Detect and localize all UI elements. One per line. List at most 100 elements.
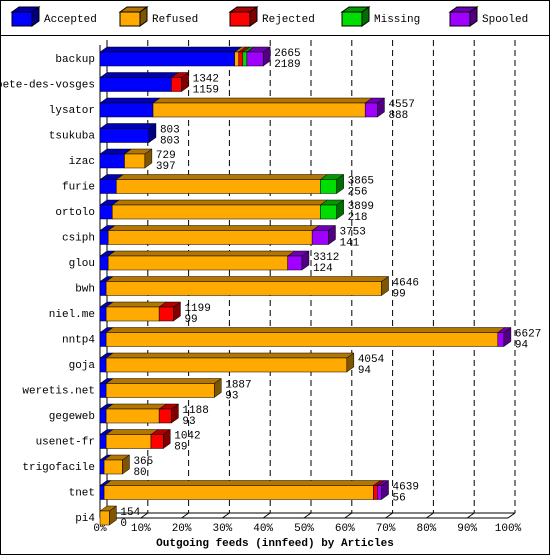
bar-top: [105, 301, 167, 308]
total-label: 1042: [174, 430, 200, 442]
bar-segment: [99, 204, 113, 220]
y-tick-label: goja: [69, 360, 96, 372]
accepted-label: 93: [182, 416, 195, 428]
bar-segment: [99, 179, 117, 194]
accepted-label: 99: [184, 314, 197, 326]
bar-segment: [238, 51, 244, 67]
accepted-label: 99: [393, 288, 406, 300]
x-tick-label: 40%: [253, 523, 273, 535]
total-label: 365: [133, 456, 153, 468]
x-tick: [385, 512, 393, 519]
accepted-label: 0: [120, 518, 127, 530]
bar-segment: [234, 51, 239, 67]
accepted-label: 124: [313, 263, 333, 275]
accepted-label: 397: [156, 161, 176, 173]
accepted-label: 89: [174, 441, 187, 453]
bar-segment: [99, 281, 107, 296]
bar-side: [181, 72, 189, 92]
x-tick-label: 30%: [212, 523, 232, 535]
bar-segment: [150, 434, 164, 449]
bar-side: [148, 123, 157, 143]
total-label: 3753: [339, 226, 365, 238]
total-label: 2665: [274, 48, 300, 60]
bar-top: [105, 378, 223, 384]
legend-label: Accepted: [44, 14, 97, 26]
bar-segment: [373, 485, 378, 500]
bar-side: [122, 454, 130, 475]
total-label: 3899: [348, 201, 374, 213]
bar-side: [336, 174, 344, 194]
total-label: 803: [160, 124, 180, 136]
y-tick-label: csiph: [62, 232, 95, 244]
bar-side: [262, 46, 271, 67]
accepted-label: 256: [348, 186, 368, 198]
y-tick-label: backup: [55, 54, 95, 66]
bar-segment: [99, 51, 235, 67]
bar-segment: [107, 230, 313, 245]
x-tick-label: 20%: [172, 523, 192, 535]
accepted-label: 80: [133, 467, 146, 479]
bar-top: [105, 276, 390, 282]
bar-segment: [99, 230, 109, 245]
total-label: 1887: [225, 379, 251, 391]
accepted-label: 2189: [274, 59, 300, 71]
bar-segment: [99, 77, 172, 92]
legend-swatch: [449, 11, 471, 27]
y-tick-label: tnet: [69, 487, 95, 499]
bar-segment: [171, 77, 182, 92]
bar-top: [99, 97, 161, 104]
x-tick: [262, 512, 271, 519]
y-tick-label: pi4: [75, 513, 95, 525]
x-tick-label: 10%: [131, 523, 151, 535]
bar-top: [107, 225, 320, 231]
bar-segment: [152, 102, 366, 118]
bar-segment: [111, 204, 321, 220]
bar-segment: [99, 102, 154, 118]
bar-segment: [242, 51, 248, 67]
x-tick: [344, 512, 353, 519]
y-tick-label: ortolo: [55, 207, 95, 219]
bar-segment: [105, 408, 160, 424]
bar-segment: [99, 128, 150, 143]
bar-top: [99, 72, 180, 78]
bar-side: [336, 199, 344, 220]
bar-segment: [99, 332, 107, 347]
bar-segment: [99, 153, 125, 169]
bar-segment: [99, 485, 105, 500]
x-tick-label: 0%: [93, 523, 107, 535]
bar-segment: [246, 51, 264, 67]
bar-segment: [320, 179, 337, 194]
legend-label: Missing: [374, 14, 420, 26]
legend-swatch: [341, 11, 363, 27]
bar-side: [328, 225, 336, 245]
x-tick-label: 80%: [416, 523, 436, 535]
total-label: 3312: [313, 252, 339, 264]
total-label: 1199: [184, 303, 210, 315]
bar-top: [105, 403, 167, 410]
bar-side: [171, 403, 179, 424]
y-tick-label: niel.me: [49, 309, 95, 321]
y-tick-label: trigofacile: [22, 462, 95, 474]
bar-side: [301, 250, 310, 271]
bar-segment: [105, 306, 160, 322]
x-tick: [140, 512, 149, 519]
total-label: 6627: [515, 328, 541, 340]
x-tick: [426, 512, 434, 519]
y-tick-label: nntp4: [62, 334, 95, 346]
bar-side: [377, 97, 385, 118]
bar-segment: [105, 281, 382, 296]
accepted-label: 803: [160, 135, 180, 147]
bar-segment: [116, 179, 321, 194]
bar-segment: [99, 255, 109, 271]
bar-segment: [311, 230, 329, 245]
x-tick: [507, 512, 516, 519]
bar-top: [105, 429, 159, 435]
total-label: 729: [156, 150, 176, 162]
bar-segment: [320, 204, 337, 220]
bar-top: [115, 174, 329, 180]
bar-top: [99, 46, 243, 53]
bar-segment: [99, 459, 105, 475]
y-tick-label: usenet-fr: [36, 436, 95, 448]
bar-segment: [99, 408, 107, 424]
